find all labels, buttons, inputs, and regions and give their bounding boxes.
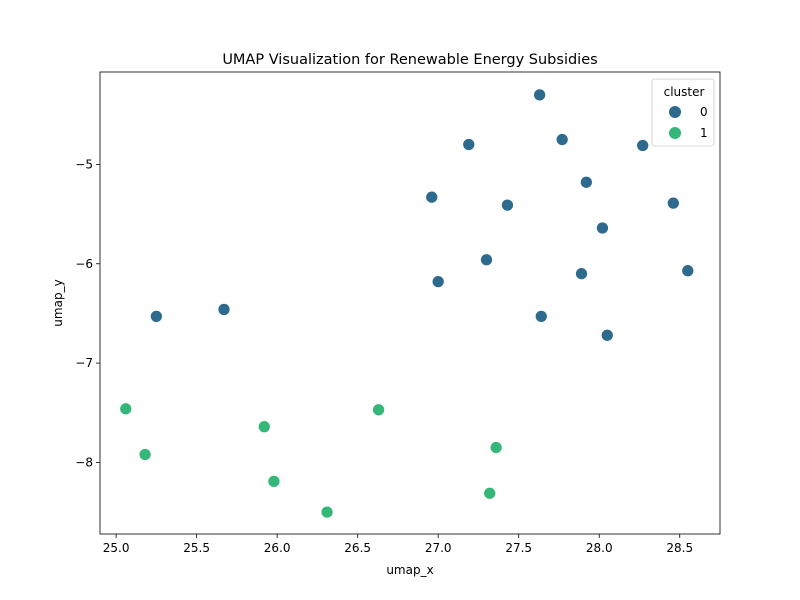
plot-area xyxy=(99,71,721,535)
x-axis-label: umap_x xyxy=(386,563,433,577)
legend-box xyxy=(651,78,715,147)
point-cluster-0 xyxy=(534,310,548,323)
legend-title: cluster xyxy=(664,85,705,99)
point-cluster-1 xyxy=(483,486,497,500)
point-cluster-0 xyxy=(575,267,588,281)
point-cluster-0 xyxy=(480,253,493,267)
y-tick-label: −8 xyxy=(75,455,93,469)
point-cluster-0 xyxy=(431,275,445,288)
x-tick-label: 26.0 xyxy=(264,541,291,555)
point-cluster-0 xyxy=(462,138,476,151)
point-cluster-1 xyxy=(119,402,133,416)
point-cluster-0 xyxy=(636,139,650,152)
x-tick-label: 27.0 xyxy=(425,541,452,555)
point-cluster-0 xyxy=(425,190,439,204)
point-cluster-0 xyxy=(217,303,231,316)
point-cluster-0 xyxy=(579,175,593,189)
x-tick-label: 28.0 xyxy=(586,541,613,555)
x-tick-label: 26.5 xyxy=(344,541,371,555)
y-tick-label: −7 xyxy=(75,356,93,370)
point-cluster-1 xyxy=(489,441,503,454)
x-tick-label: 28.5 xyxy=(666,541,693,555)
point-cluster-0 xyxy=(533,88,546,102)
y-axis-label: umap_y xyxy=(51,279,65,326)
chart-title: UMAP Visualization for Renewable Energy … xyxy=(222,52,597,68)
legend: cluster 0 1 xyxy=(651,78,715,147)
x-tick-label: 25.0 xyxy=(103,541,130,555)
point-cluster-1 xyxy=(138,448,152,461)
legend-marker-cluster-1 xyxy=(669,127,681,139)
legend-label-cluster-0: 0 xyxy=(700,105,708,119)
point-cluster-0 xyxy=(600,328,614,342)
point-cluster-1 xyxy=(320,505,334,519)
x-tick-label: 25.5 xyxy=(183,541,210,555)
point-cluster-0 xyxy=(501,198,514,212)
point-cluster-0 xyxy=(681,264,695,278)
y-tick-label: −6 xyxy=(75,257,93,271)
y-tick-label: −5 xyxy=(75,157,93,171)
point-cluster-0 xyxy=(150,310,163,323)
point-cluster-0 xyxy=(596,221,609,235)
point-cluster-0 xyxy=(555,133,569,146)
point-cluster-1 xyxy=(257,420,271,434)
legend-label-cluster-1: 1 xyxy=(700,126,708,140)
x-axis-ticks: 25.0 25.5 26.0 26.5 27.0 27.5 28.0 28.5 xyxy=(103,534,693,555)
y-axis-ticks: −8 −7 −6 −5 xyxy=(75,157,100,469)
point-cluster-1 xyxy=(267,474,281,488)
point-cluster-1 xyxy=(372,403,385,417)
x-tick-label: 27.5 xyxy=(505,541,532,555)
legend-marker-cluster-0 xyxy=(669,106,681,118)
data-points xyxy=(119,88,695,519)
point-cluster-0 xyxy=(666,196,680,210)
